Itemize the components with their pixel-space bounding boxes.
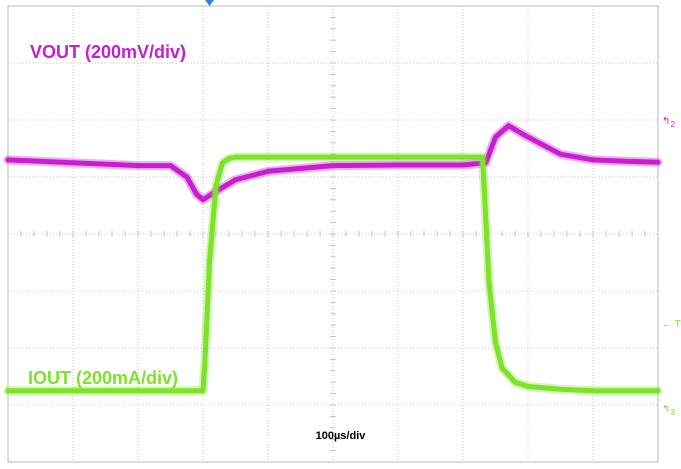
iout-channel-label: IOUT (200mA/div) — [28, 368, 179, 388]
ch3-marker-glyph: ↰ — [662, 404, 671, 415]
vout-channel-label: VOUT (200mV/div) — [30, 42, 187, 62]
trigger-level-marker-icon: ← T — [662, 319, 681, 330]
ch2-marker-number: 2 — [670, 119, 676, 129]
trigger-marker-glyph: ← — [662, 319, 675, 330]
timebase-label: 100µs/div — [315, 430, 366, 442]
vout-trace — [5, 123, 661, 203]
vout-series — [3, 121, 663, 205]
ch2-ground-marker-icon: ↰2 — [662, 116, 675, 129]
iout-trace — [5, 154, 661, 394]
trigger-marker-text: T — [674, 319, 681, 330]
graticule — [7, 5, 659, 463]
ch3-marker-number: 3 — [670, 407, 676, 417]
iout-series — [3, 152, 663, 396]
ch3-ground-marker-icon: ↰3 — [662, 404, 675, 417]
trigger-position-icon — [205, 0, 214, 6]
ch2-marker-glyph: ↰ — [662, 116, 671, 127]
